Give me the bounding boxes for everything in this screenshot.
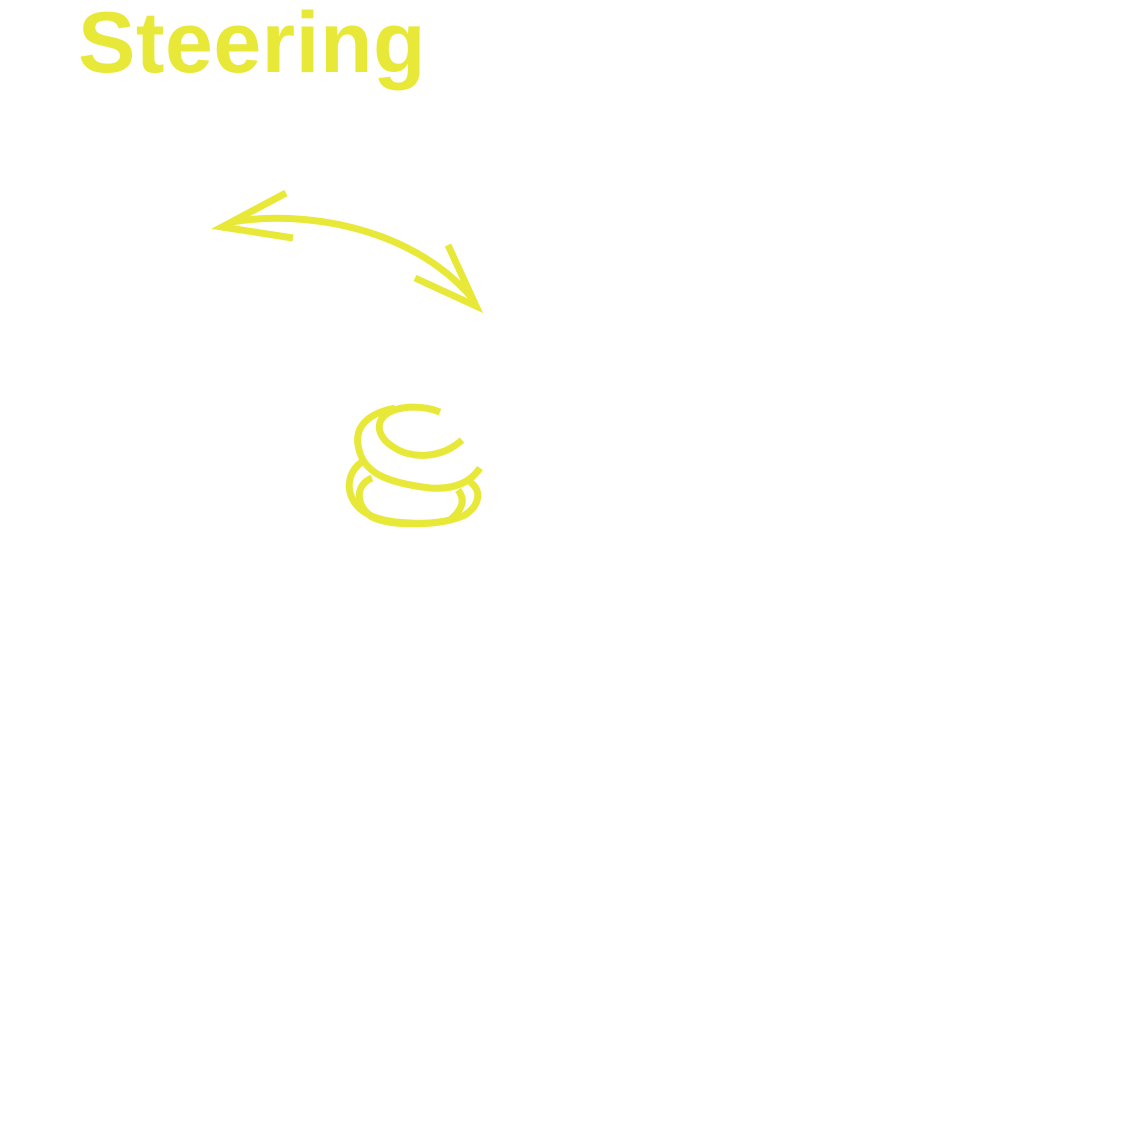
curved-double-arrow-icon	[211, 189, 484, 314]
left-arrowhead	[211, 189, 294, 242]
page-title: Steering	[78, 0, 427, 91]
scribble-top-ring	[354, 404, 483, 492]
arrow-curve	[231, 214, 475, 301]
scribble-inner-swirl	[375, 403, 465, 459]
right-arrowhead	[413, 243, 484, 314]
scribble-bottom-inner	[355, 474, 466, 528]
wheel-scribble-icon	[345, 403, 483, 528]
